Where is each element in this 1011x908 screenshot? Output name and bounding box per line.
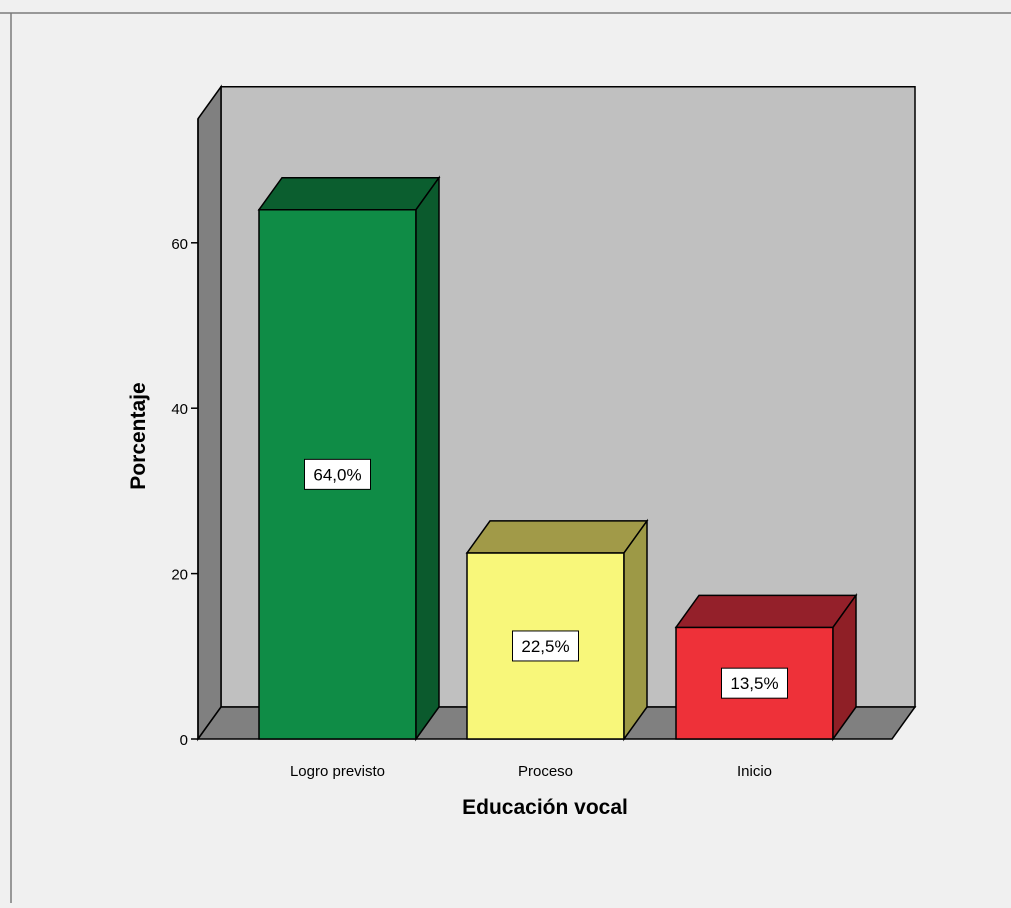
- data-label: 64,0%: [313, 465, 361, 484]
- data-label-box: [304, 458, 371, 490]
- data-label-box: [512, 630, 579, 662]
- x-tick-label: Logro previsto: [290, 763, 385, 780]
- data-label: 13,5%: [730, 674, 778, 693]
- x-axis-tick-labels: Logro previsto Proceso Inicio: [290, 763, 772, 780]
- bar-side: [415, 175, 440, 742]
- y-axis: 0 20 40 60: [171, 118, 199, 749]
- bar-top: [465, 520, 649, 554]
- x-tick-label: Inicio: [737, 763, 772, 780]
- x-tick-label: Proceso: [518, 763, 573, 780]
- bar-3: 13,5%: [674, 593, 858, 742]
- data-label-box: [721, 667, 788, 699]
- x-axis-label: Educación vocal: [462, 796, 628, 819]
- data-label: 22,5%: [521, 637, 569, 656]
- y-axis-label: Porcentaje: [127, 382, 150, 489]
- bar-top: [257, 176, 441, 211]
- side-wall: [197, 84, 222, 742]
- bar-side: [832, 593, 857, 742]
- y-tick-label: 60: [171, 236, 188, 253]
- bar-2: 22,5%: [465, 518, 649, 742]
- bars: 64,0% 22,5% 13,5%: [257, 175, 858, 742]
- bar-1: 64,0%: [257, 175, 441, 742]
- y-tick-label: 40: [171, 401, 188, 418]
- y-tick-label: 20: [171, 567, 188, 584]
- bar-side: [623, 518, 648, 742]
- bar-top: [674, 594, 858, 629]
- y-tick-label: 0: [180, 732, 188, 749]
